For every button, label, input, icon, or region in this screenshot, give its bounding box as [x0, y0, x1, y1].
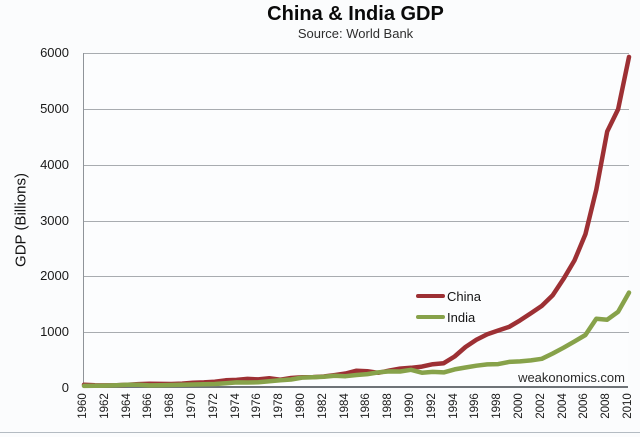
x-tick-label: 1976: [251, 393, 264, 419]
x-tick-label: 2006: [578, 393, 591, 419]
india-line: [81, 290, 632, 389]
x-tick-label: 1982: [316, 393, 329, 419]
chart-title: China & India GDP: [267, 3, 444, 25]
x-tick-label: 1990: [404, 393, 416, 419]
y-tick-label: 5000: [40, 100, 69, 116]
x-tick-label: 1984: [338, 393, 351, 419]
gridline: [84, 332, 629, 334]
gridline: [84, 53, 629, 54]
x-tick-label: 1970: [186, 393, 198, 419]
legend-label-china: China: [447, 288, 481, 304]
x-tick-label: 2010: [622, 393, 634, 419]
x-tick-label: 1966: [142, 393, 155, 419]
x-tick-label: 1988: [382, 393, 395, 419]
y-tick-label: 3000: [40, 212, 69, 228]
x-tick-label: 1996: [469, 393, 482, 419]
x-tick-label: 1972: [207, 393, 220, 419]
x-tick-label: 2004: [556, 393, 569, 419]
x-tick-label: 2008: [600, 393, 613, 419]
x-tick-label: 1998: [491, 393, 504, 419]
china-line-swatch: [416, 293, 445, 299]
y-tick-label: 0: [61, 380, 69, 395]
x-tick-label: 1974: [229, 393, 242, 419]
x-tick-label: 1986: [360, 393, 373, 419]
x-tick-label: 1994: [447, 393, 460, 419]
y-tick-label: 4000: [40, 156, 69, 172]
x-tick-label: 1964: [120, 393, 133, 419]
legend-item-china: China: [416, 288, 481, 304]
bottom-edge-line: [0, 432, 640, 433]
gridline: [84, 220, 629, 222]
legend-label-india: India: [447, 309, 476, 325]
y-tick-label: 6000: [40, 45, 69, 60]
x-tick-label: 2002: [534, 393, 547, 419]
y-tick-label: 1000: [40, 324, 69, 340]
india-line-swatch: [416, 314, 445, 320]
x-tick-label: 1980: [295, 393, 307, 419]
plot-area: China India weakonomics.com: [81, 53, 632, 389]
x-tick-label: 1962: [98, 393, 111, 419]
legend-item-india: India: [416, 309, 481, 325]
x-tick-label: 1968: [164, 393, 177, 419]
watermark: weakonomics.com: [518, 370, 625, 385]
x-tick-label: 1960: [77, 393, 89, 419]
x-tick-label: 2000: [513, 393, 525, 419]
gridline: [84, 164, 629, 166]
series-lines: [81, 54, 632, 389]
x-tick-label: 1978: [273, 393, 286, 419]
gridline: [84, 108, 629, 110]
x-tick-label: 1992: [425, 393, 438, 419]
y-axis-labels: 0 1000 2000 3000 4000 5000 6000: [0, 0, 76, 437]
legend: China India: [416, 289, 481, 331]
y-tick-label: 2000: [40, 268, 69, 284]
gridline: [84, 276, 629, 278]
chart-subtitle: Source: World Bank: [297, 26, 414, 41]
